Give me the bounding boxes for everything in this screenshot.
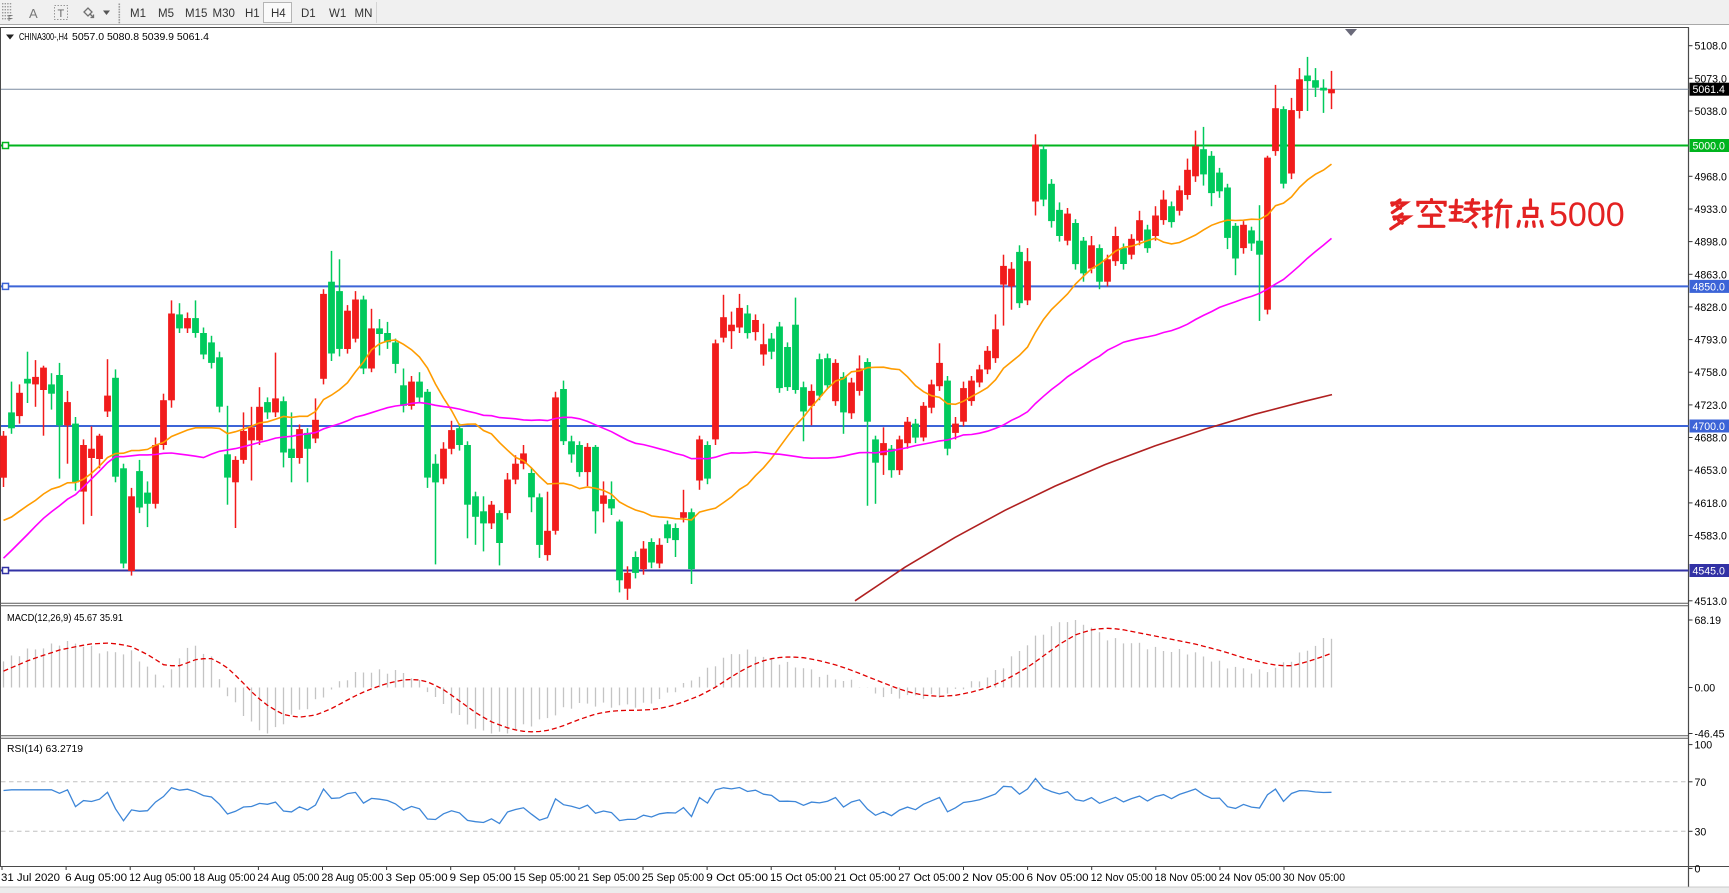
svg-text:15 Oct 05:00: 15 Oct 05:00 <box>770 872 832 884</box>
svg-text:T: T <box>58 8 65 20</box>
svg-text:21 Oct 05:00: 21 Oct 05:00 <box>834 872 896 884</box>
svg-text:3 Sep 05:00: 3 Sep 05:00 <box>386 872 448 884</box>
svg-text:9 Sep 05:00: 9 Sep 05:00 <box>450 872 512 884</box>
svg-text:4653.0: 4653.0 <box>1695 465 1728 477</box>
svg-text:M30: M30 <box>213 8 235 20</box>
svg-text:0: 0 <box>1695 863 1701 875</box>
svg-text:27 Oct 05:00: 27 Oct 05:00 <box>898 872 960 884</box>
svg-text:5038.0: 5038.0 <box>1695 106 1728 118</box>
svg-text:30 Nov 05:00: 30 Nov 05:00 <box>1283 872 1345 884</box>
svg-text:5073.0: 5073.0 <box>1695 73 1728 85</box>
svg-text:5108.0: 5108.0 <box>1695 41 1728 53</box>
svg-text:12 Nov 05:00: 12 Nov 05:00 <box>1091 872 1153 884</box>
svg-text:F: F <box>8 14 13 23</box>
svg-text:M1: M1 <box>130 8 146 20</box>
svg-text:28 Aug 05:00: 28 Aug 05:00 <box>322 872 384 884</box>
svg-text:0.00: 0.00 <box>1695 683 1716 695</box>
svg-text:25 Sep 05:00: 25 Sep 05:00 <box>642 872 704 884</box>
svg-text:M5: M5 <box>158 8 174 20</box>
svg-text:4700.0: 4700.0 <box>1693 421 1726 433</box>
svg-text:H1: H1 <box>245 8 260 20</box>
svg-text:5000: 5000 <box>1549 196 1625 234</box>
svg-text:4545.0: 4545.0 <box>1693 566 1726 578</box>
svg-text:2 Nov 05:00: 2 Nov 05:00 <box>963 872 1025 884</box>
svg-text:5057.0 5080.8 5039.9 5061.4: 5057.0 5080.8 5039.9 5061.4 <box>72 31 209 43</box>
svg-text:24 Aug 05:00: 24 Aug 05:00 <box>257 872 319 884</box>
svg-text:12 Aug 05:00: 12 Aug 05:00 <box>129 872 191 884</box>
svg-text:CHINA300-,H4: CHINA300-,H4 <box>19 31 68 43</box>
svg-text:4583.0: 4583.0 <box>1695 531 1728 543</box>
svg-text:15 Sep 05:00: 15 Sep 05:00 <box>514 872 576 884</box>
svg-text:A: A <box>29 6 38 21</box>
svg-text:30: 30 <box>1695 826 1707 838</box>
svg-text:M15: M15 <box>185 8 207 20</box>
svg-text:9 Oct 05:00: 9 Oct 05:00 <box>706 872 768 884</box>
svg-text:-46.45: -46.45 <box>1695 729 1725 741</box>
svg-text:W1: W1 <box>329 8 346 20</box>
svg-text:4793.0: 4793.0 <box>1695 335 1728 347</box>
svg-text:H4: H4 <box>271 8 286 20</box>
svg-text:5000.0: 5000.0 <box>1693 141 1726 153</box>
svg-text:5061.4: 5061.4 <box>1693 84 1726 96</box>
svg-text:4968.0: 4968.0 <box>1695 171 1728 183</box>
svg-text:31 Jul 2020: 31 Jul 2020 <box>1 872 60 884</box>
svg-text:100: 100 <box>1695 740 1713 752</box>
svg-text:4513.0: 4513.0 <box>1695 596 1728 608</box>
svg-text:4723.0: 4723.0 <box>1695 400 1728 412</box>
svg-text:4688.0: 4688.0 <box>1695 433 1728 445</box>
svg-text:MACD(12,26,9) 45.67 35.91: MACD(12,26,9) 45.67 35.91 <box>7 612 123 624</box>
svg-text:18 Nov 05:00: 18 Nov 05:00 <box>1155 872 1217 884</box>
svg-text:68.19: 68.19 <box>1695 615 1722 627</box>
svg-text:4863.0: 4863.0 <box>1695 269 1728 281</box>
svg-text:4898.0: 4898.0 <box>1695 237 1728 249</box>
svg-text:70: 70 <box>1695 777 1707 789</box>
svg-text:21 Sep 05:00: 21 Sep 05:00 <box>578 872 640 884</box>
svg-text:4618.0: 4618.0 <box>1695 498 1728 510</box>
svg-text:6 Aug 05:00: 6 Aug 05:00 <box>65 872 127 884</box>
svg-text:D1: D1 <box>301 8 316 20</box>
svg-text:MN: MN <box>355 8 373 20</box>
svg-text:24 Nov 05:00: 24 Nov 05:00 <box>1219 872 1281 884</box>
svg-text:4850.0: 4850.0 <box>1693 281 1726 293</box>
svg-text:4828.0: 4828.0 <box>1695 302 1728 314</box>
svg-text:RSI(14) 63.2719: RSI(14) 63.2719 <box>7 743 83 755</box>
svg-text:4933.0: 4933.0 <box>1695 204 1728 216</box>
svg-text:4758.0: 4758.0 <box>1695 367 1728 379</box>
svg-text:6 Nov 05:00: 6 Nov 05:00 <box>1027 872 1089 884</box>
svg-text:18 Aug 05:00: 18 Aug 05:00 <box>193 872 255 884</box>
